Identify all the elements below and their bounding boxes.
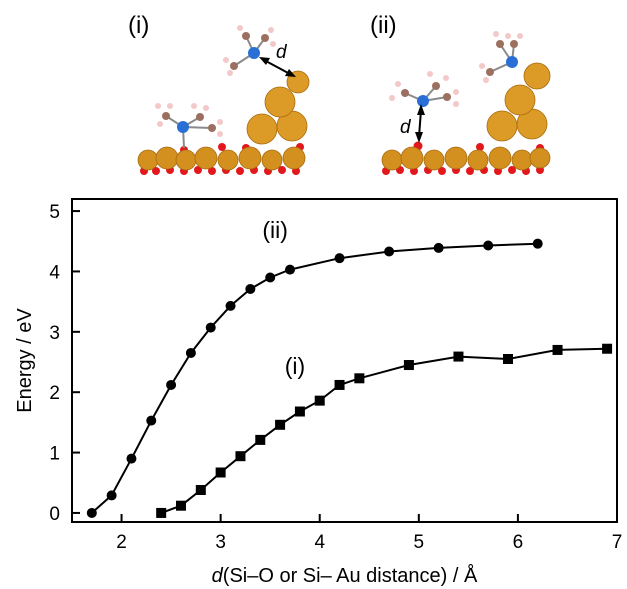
x-tick-label: 3 <box>215 532 226 553</box>
data-point <box>146 415 157 426</box>
inset-i-structure-image <box>137 25 310 175</box>
x-axis: 2 3 4 5 6 7 <box>116 514 622 553</box>
series-line-ii <box>91 242 538 514</box>
inset-ii: (ii) <box>370 12 551 175</box>
data-point <box>602 343 613 354</box>
data-point <box>235 451 246 462</box>
data-point <box>552 344 563 355</box>
data-point <box>106 490 117 501</box>
data-point <box>86 507 97 518</box>
y-tick-label: 3 <box>49 323 60 344</box>
series-labels: (ii) (i) <box>262 217 305 379</box>
data-point <box>532 238 543 249</box>
data-point <box>384 246 395 257</box>
inset-i: (i) <box>128 12 310 175</box>
x-tick-label: 2 <box>116 532 127 553</box>
data-point <box>294 406 305 417</box>
y-tick-label: 1 <box>49 444 60 465</box>
data-point <box>126 453 137 464</box>
inset-i-distance-label: d <box>276 42 288 63</box>
y-tick-label: 4 <box>49 262 60 283</box>
data-point <box>334 253 345 264</box>
x-tick-label: 5 <box>414 532 425 553</box>
y-tick-label: 5 <box>49 202 60 223</box>
data-point <box>275 419 286 430</box>
inset-i-label: (i) <box>128 12 149 39</box>
series-layer <box>86 238 613 518</box>
data-point <box>285 264 295 275</box>
data-point <box>453 351 464 362</box>
data-point <box>225 300 236 311</box>
energy-chart: 2 3 4 5 6 7 0 1 2 3 4 5 (ii) (i) d(Si–O or Si– Au d… <box>14 198 622 587</box>
inset-ii-structure-image <box>381 31 551 175</box>
data-point <box>156 507 167 518</box>
inset-ii-distance-label: d <box>400 117 412 138</box>
data-point <box>166 379 177 390</box>
inset-ii-distance-arrow <box>415 104 425 143</box>
data-point <box>483 240 494 251</box>
data-point <box>354 373 365 384</box>
data-point <box>195 485 206 496</box>
data-point <box>215 467 226 478</box>
data-point <box>205 322 216 333</box>
series-label: (i) <box>285 353 305 379</box>
y-tick-label: 2 <box>49 383 60 404</box>
x-tick-label: 4 <box>314 532 325 553</box>
data-point <box>314 395 325 406</box>
data-point <box>255 434 266 445</box>
x-tick-label: 6 <box>513 532 524 553</box>
x-tick-label: 7 <box>612 532 623 553</box>
data-point <box>245 283 256 294</box>
y-tick-label: 0 <box>49 504 60 525</box>
data-point <box>265 272 276 283</box>
data-point <box>334 379 345 390</box>
inset-ii-label: (ii) <box>370 12 397 39</box>
data-point <box>503 353 513 364</box>
data-point <box>403 360 414 371</box>
y-axis: 0 1 2 3 4 5 <box>49 202 80 525</box>
plot-frame <box>71 198 618 523</box>
data-point <box>176 500 186 511</box>
series-label: (ii) <box>262 217 288 243</box>
y-axis-label: Energy / eV <box>14 308 36 413</box>
x-axis-label: d(Si–O or Si– Au distance) / Å <box>212 564 478 587</box>
series-line-i <box>160 347 608 514</box>
data-point <box>433 242 444 253</box>
inset-i-distance-arrow <box>259 57 296 77</box>
data-point <box>185 347 196 358</box>
